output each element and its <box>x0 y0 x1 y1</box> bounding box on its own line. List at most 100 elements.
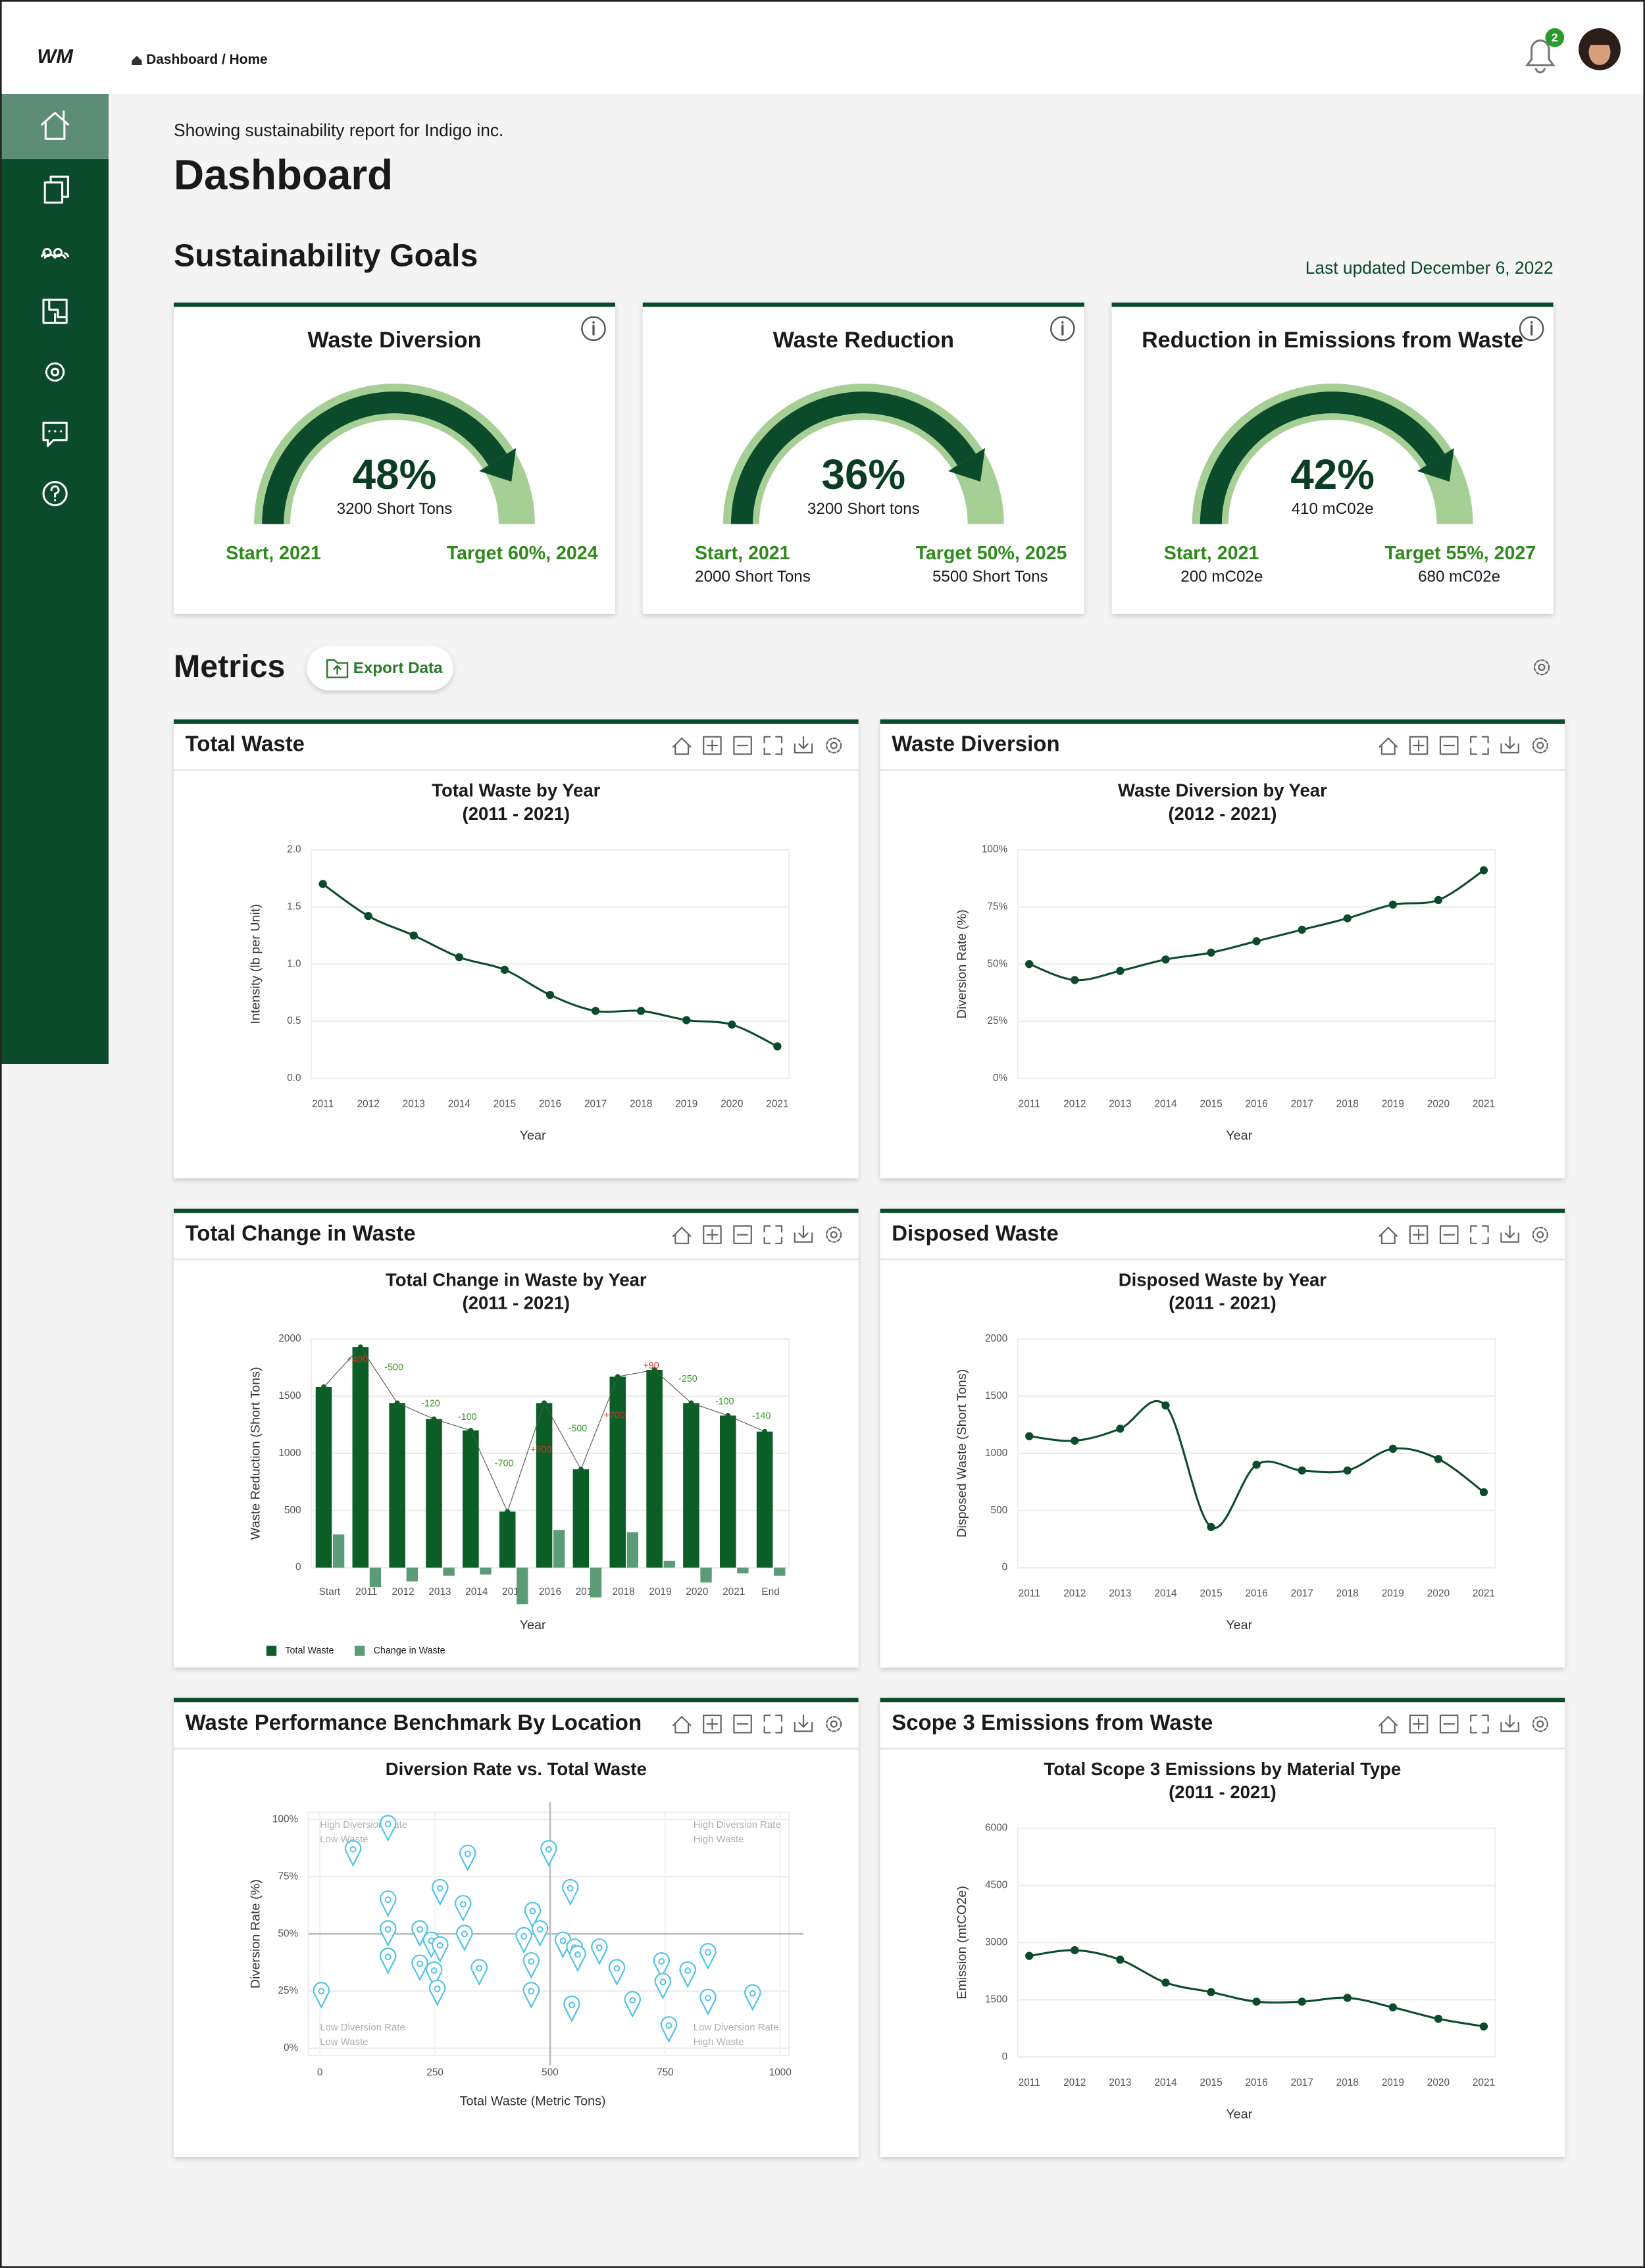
x-tick-label: 2014 <box>465 1586 488 1598</box>
zoom-in-button[interactable] <box>703 736 722 755</box>
download-button[interactable] <box>794 1225 813 1243</box>
export-button[interactable]: Export Data <box>307 645 453 691</box>
settings-button[interactable] <box>1532 737 1548 754</box>
home-button[interactable] <box>672 1716 692 1734</box>
bar <box>389 1403 405 1568</box>
metrics-settings[interactable] <box>1533 659 1550 676</box>
icon <box>41 110 69 140</box>
zoom-out-button[interactable] <box>733 1225 752 1244</box>
home-button[interactable] <box>672 1226 692 1244</box>
gear <box>1532 1226 1548 1243</box>
location-pin <box>522 1952 540 1979</box>
bar-top <box>431 1416 437 1422</box>
bar <box>517 1567 528 1605</box>
location-pin <box>432 1936 449 1963</box>
settings-button[interactable] <box>826 1226 842 1243</box>
zoom-in-button[interactable] <box>703 1714 722 1734</box>
x-tick-label: 500 <box>542 2067 559 2078</box>
settings-button[interactable] <box>826 1716 842 1732</box>
point <box>318 880 327 888</box>
nav-home[interactable] <box>41 110 69 140</box>
info-icon[interactable] <box>1519 316 1544 341</box>
download-button[interactable] <box>1500 1714 1519 1732</box>
settings-button[interactable] <box>826 737 842 754</box>
sidebar-active <box>0 93 109 159</box>
zoom-in-button[interactable] <box>703 1225 722 1244</box>
point <box>1343 914 1352 922</box>
nav-map[interactable] <box>42 298 68 324</box>
zoom-out-button[interactable] <box>1439 1225 1459 1244</box>
nav-messages[interactable] <box>42 421 68 447</box>
pin-dot <box>574 1951 581 1958</box>
x-tick-label: 2014 <box>1154 1099 1177 1110</box>
x-tick-label: 2020 <box>721 1099 743 1110</box>
download-button[interactable] <box>794 736 813 754</box>
point <box>591 1007 600 1015</box>
logo[interactable]: WM <box>37 45 74 68</box>
y-tick-label: 0 <box>1002 2051 1008 2062</box>
settings-button[interactable] <box>1532 1226 1548 1243</box>
avatar-face <box>1588 39 1611 65</box>
home-button[interactable] <box>672 737 692 755</box>
fullscreen-button[interactable] <box>763 736 783 755</box>
bar-top <box>688 1400 694 1406</box>
zoom-out-button[interactable] <box>733 736 752 755</box>
x-tick-label: 2019 <box>649 1586 671 1598</box>
nav-help[interactable] <box>42 481 68 507</box>
breadcrumb[interactable]: Dashboard / Home <box>146 52 267 67</box>
fullscreen-button[interactable] <box>763 1714 783 1734</box>
pin-dot <box>705 1949 711 1956</box>
download-button[interactable] <box>1500 736 1519 754</box>
pin-dot <box>568 2002 575 2009</box>
home-button[interactable] <box>1379 737 1398 755</box>
point <box>1434 1455 1443 1463</box>
fullscreen-button[interactable] <box>1470 1714 1489 1734</box>
fullscreen-button[interactable] <box>1470 736 1489 755</box>
zoom-out-button[interactable] <box>1439 736 1459 755</box>
icon <box>50 485 60 502</box>
report-note: Showing sustainability report for Indigo… <box>174 120 503 140</box>
avatar[interactable] <box>1579 28 1621 70</box>
badge-count: 2 <box>1552 31 1558 44</box>
gauge-arc <box>731 391 976 524</box>
fullscreen-button[interactable] <box>1470 1225 1489 1244</box>
home-button[interactable] <box>1379 1716 1398 1734</box>
bell-icon <box>1525 39 1556 74</box>
x-tick-label: 2016 <box>1245 2077 1267 2088</box>
card-top-border <box>174 302 616 307</box>
zoom-in-button[interactable] <box>1409 1714 1429 1734</box>
x-tick-label: 2012 <box>392 1586 415 1598</box>
fullscreen-button[interactable] <box>763 1225 783 1244</box>
x-tick-label: 2018 <box>1336 1588 1359 1599</box>
notification-bell[interactable]: 2 <box>1525 28 1565 74</box>
legend-swatch <box>266 1646 277 1656</box>
nav-settings[interactable] <box>45 362 65 382</box>
y-axis-label: Disposed Waste (Short Tons) <box>955 1369 969 1538</box>
home-button[interactable] <box>1379 1226 1398 1244</box>
location-pin <box>411 1954 428 1982</box>
location-pin <box>624 1991 641 2018</box>
info-icon[interactable] <box>1050 316 1075 341</box>
x-tick-label: 750 <box>657 2067 674 2078</box>
zoom-in-button[interactable] <box>1409 1225 1429 1244</box>
zoom-out-button[interactable] <box>1439 1714 1459 1734</box>
gear <box>826 737 842 754</box>
y-tick-label: 75% <box>278 1871 298 1882</box>
gauge-arc <box>1200 391 1445 524</box>
zoom-in-button[interactable] <box>1409 736 1429 755</box>
nav-people[interactable] <box>41 247 69 259</box>
x-tick-label: End <box>761 1586 779 1598</box>
pin-dot <box>436 1942 443 1949</box>
info-icon[interactable] <box>581 316 606 341</box>
nav-reports[interactable] <box>43 175 69 204</box>
location-pin <box>699 1943 717 1970</box>
legend-label: Total Waste <box>285 1646 334 1656</box>
zoom-out-button[interactable] <box>733 1714 752 1734</box>
chart-subtitle: (2011 - 2021) <box>463 803 570 824</box>
bar <box>443 1567 455 1576</box>
settings-button[interactable] <box>1532 1716 1548 1732</box>
y-tick-label: 100% <box>982 844 1008 855</box>
download-button[interactable] <box>794 1714 813 1732</box>
download-button[interactable] <box>1500 1225 1519 1243</box>
